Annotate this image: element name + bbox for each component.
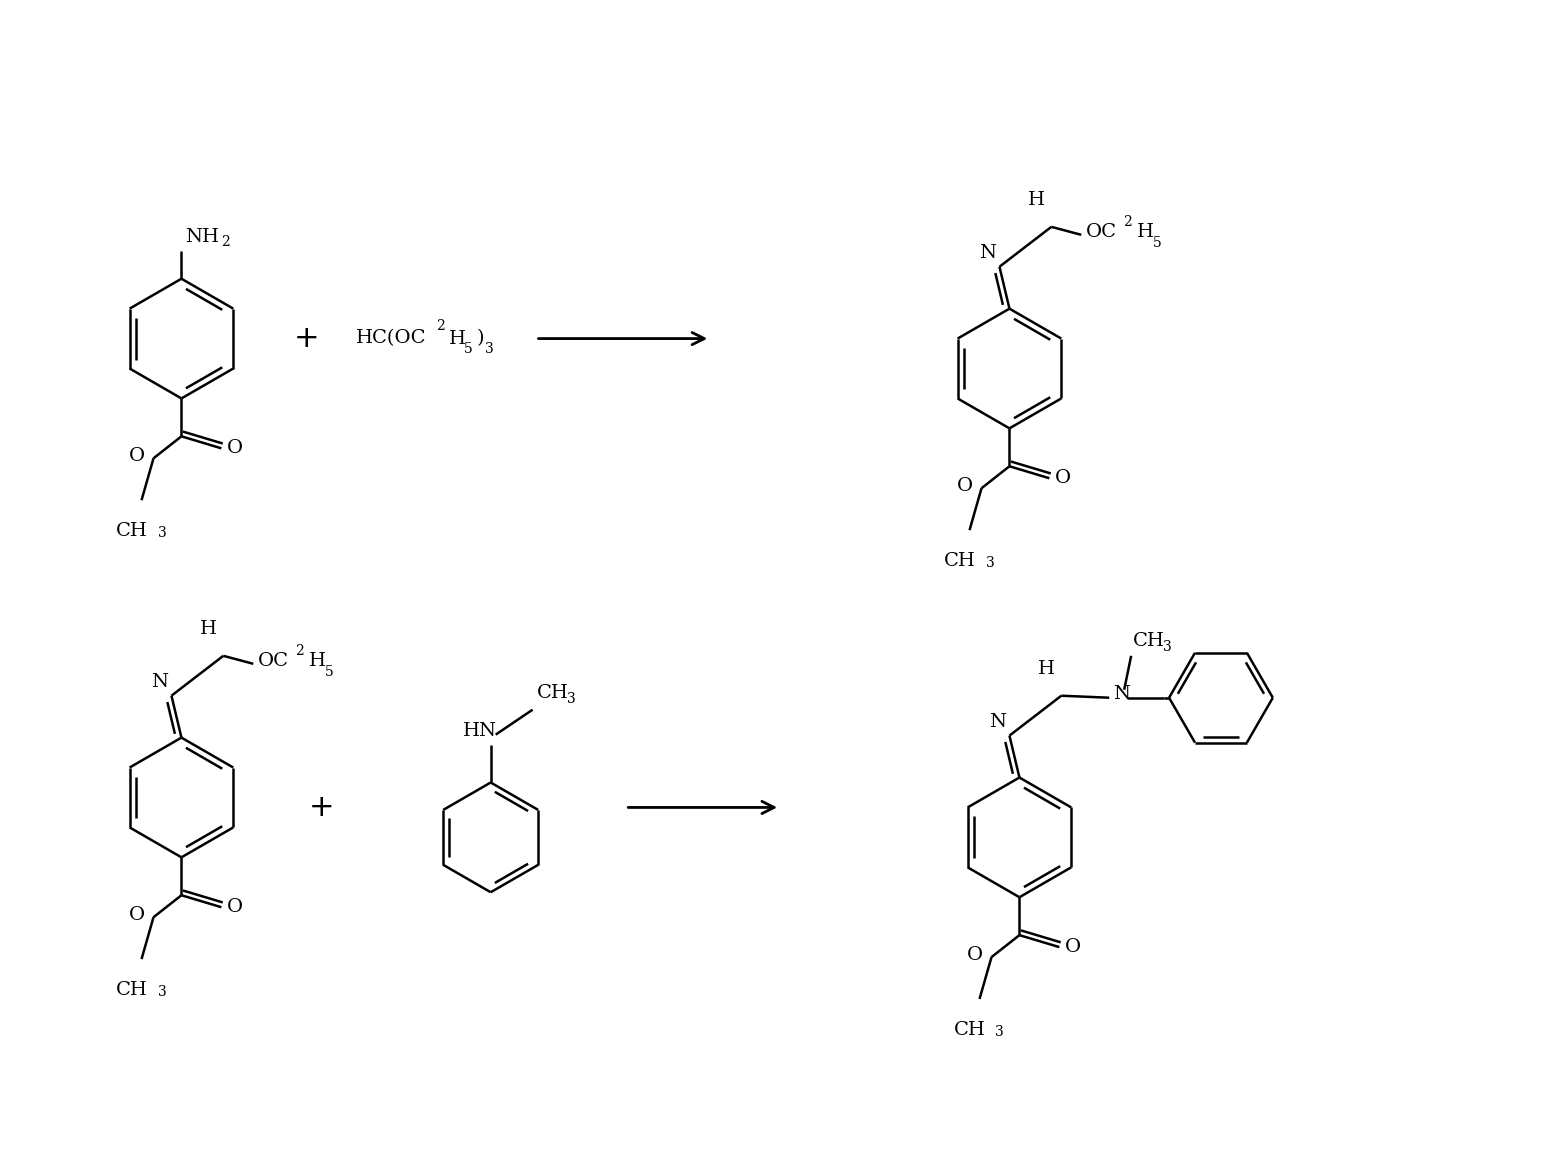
Text: HC(OC: HC(OC — [355, 330, 427, 347]
Text: O: O — [227, 439, 244, 457]
Text: 2: 2 — [296, 644, 304, 658]
Text: 2: 2 — [1124, 215, 1131, 229]
Text: O: O — [1055, 469, 1072, 488]
Text: 3: 3 — [986, 556, 994, 570]
Text: N: N — [152, 673, 169, 690]
Text: N: N — [980, 244, 997, 262]
Text: O: O — [227, 899, 244, 916]
Text: 3: 3 — [485, 342, 493, 356]
Text: 2: 2 — [221, 235, 230, 249]
Text: H: H — [1038, 660, 1055, 677]
Text: +: + — [293, 324, 319, 353]
Text: O: O — [1066, 938, 1081, 957]
Text: 5: 5 — [463, 342, 473, 356]
Text: 2: 2 — [435, 318, 444, 332]
Text: 3: 3 — [158, 526, 166, 540]
Text: H: H — [200, 620, 218, 638]
Text: H: H — [310, 652, 326, 669]
Text: CH: CH — [116, 981, 147, 999]
Text: 3: 3 — [567, 691, 576, 705]
Text: N: N — [1113, 684, 1130, 703]
Text: O: O — [128, 907, 144, 924]
Text: CH: CH — [537, 683, 568, 702]
Text: N: N — [989, 712, 1006, 731]
Text: 5: 5 — [1153, 236, 1161, 250]
Text: O: O — [128, 447, 144, 466]
Text: +: + — [308, 793, 333, 822]
Text: CH: CH — [1133, 632, 1164, 650]
Text: 3: 3 — [158, 985, 166, 999]
Text: NH: NH — [185, 228, 219, 245]
Text: H: H — [449, 330, 466, 347]
Text: O: O — [967, 946, 983, 965]
Text: 5: 5 — [326, 665, 333, 679]
Text: 3: 3 — [995, 1025, 1005, 1039]
Text: CH: CH — [953, 1021, 986, 1039]
Text: HN: HN — [463, 721, 496, 740]
Text: 3: 3 — [1163, 640, 1172, 654]
Text: OC: OC — [1086, 222, 1117, 241]
Text: H: H — [1028, 191, 1045, 208]
Text: O: O — [956, 477, 972, 496]
Text: H: H — [1138, 222, 1153, 241]
Text: OC: OC — [258, 652, 290, 669]
Text: ): ) — [477, 330, 484, 347]
Text: CH: CH — [944, 552, 975, 570]
Text: CH: CH — [116, 522, 147, 540]
